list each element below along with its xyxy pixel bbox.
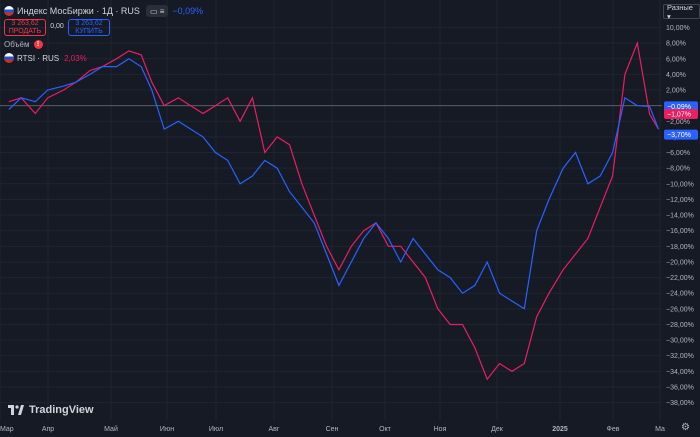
buy-label: КУПИТЬ [75, 28, 103, 35]
price-label-text: −0,09% [667, 104, 691, 111]
x-tick-label: Мар [0, 426, 14, 433]
y-tick-label: 10,00% [666, 25, 690, 32]
volume-label: Объём [4, 40, 30, 49]
y-tick-label: −34,00% [666, 369, 694, 376]
compare-legend[interactable]: RTSI · RUS 2,03% [4, 53, 87, 63]
y-tick-label: 6,00% [666, 56, 686, 63]
gear-icon[interactable]: ⚙ [681, 422, 690, 433]
price-label-text: −3,70% [667, 132, 691, 139]
buy-price: 3 263,62 [75, 20, 103, 27]
sell-button[interactable]: 3 263,62 ПРОДАТЬ [4, 19, 46, 36]
x-tick-label: 2025 [552, 426, 568, 433]
y-tick-label: −10,00% [666, 181, 694, 188]
y-tick-label: −36,00% [666, 384, 694, 391]
y-tick-label: −22,00% [666, 275, 694, 282]
price-label: −0,09% [664, 101, 698, 112]
price-label-bg [664, 129, 698, 140]
x-tick-label: Июл [209, 426, 223, 433]
x-tick-label: Май [104, 425, 118, 433]
x-axis[interactable]: Мар Апр Май Июн Июл Авг Сен Окт Ноя Дек 2025 Фев Ма [0, 425, 665, 433]
y-tick-label: −38,00% [666, 400, 694, 407]
y-tick-label: −24,00% [666, 291, 694, 298]
volume-indicator[interactable]: Объём ! [4, 40, 43, 49]
series-line-rtsi [8, 40, 660, 381]
x-tick-label: Июн [160, 426, 174, 433]
x-tick-label: Фев [607, 426, 620, 433]
x-tick-label: Дек [491, 426, 504, 433]
chart-options-button[interactable]: ▭ ≡ [145, 5, 169, 17]
y-tick-label: −32,00% [666, 353, 694, 360]
price-label: −3,70% [664, 129, 698, 140]
price-label: −1,07% [664, 109, 698, 120]
brand-name: TradingView [29, 404, 94, 416]
x-tick-label: Ноя [434, 426, 447, 433]
y-tick-label: −18,00% [666, 244, 694, 251]
spread-value: 0,00 [50, 23, 64, 30]
price-label-text: −1,07% [667, 112, 691, 119]
y-tick-label: 4,00% [666, 72, 686, 79]
y-tick-label: −26,00% [666, 306, 694, 313]
sell-price: 3 263,62 [11, 20, 39, 27]
y-tick-label: −30,00% [666, 338, 694, 345]
scale-mode-dropdown[interactable]: Разные ▾ [663, 3, 700, 21]
series-line-imoex [8, 58, 660, 310]
symbol-change: −0,09% [172, 6, 204, 16]
price-label-bg [664, 109, 698, 120]
y-tick-label: 8,00% [666, 41, 686, 48]
y-tick-label: −8,00% [666, 166, 690, 173]
y-tick-label: −16,00% [666, 228, 694, 235]
tradingview-logo: TradingView [8, 404, 94, 416]
compare-symbol: RTSI · RUS [17, 53, 60, 63]
y-tick-label: −12,00% [666, 197, 694, 204]
x-tick-label: Апр [42, 426, 54, 433]
russia-flag-icon [4, 53, 14, 63]
x-tick-label: Сен [326, 426, 339, 433]
sell-label: ПРОДАТЬ [8, 28, 42, 35]
y-axis[interactable]: 10,00%8,00%6,00%4,00%2,00%0,00%−2,00%−4,… [666, 25, 694, 407]
price-label-bg [664, 101, 698, 112]
warning-icon[interactable]: ! [33, 40, 43, 49]
y-tick-label: −6,00% [666, 150, 690, 157]
compare-change: 2,03% [64, 53, 87, 63]
price-labels: −0,09%−1,07% −3,70% [664, 101, 698, 140]
y-tick-label: −20,00% [666, 259, 694, 266]
symbol-title[interactable]: Индекс МосБиржи · 1Д · RUS [17, 6, 140, 16]
symbol-header[interactable]: Индекс МосБиржи · 1Д · RUS ▭ ≡ −0,09% [4, 3, 203, 19]
y-tick-label: 2,00% [666, 88, 686, 95]
x-tick-label: Авг [269, 426, 280, 433]
y-tick-label: −14,00% [666, 213, 694, 220]
buy-button[interactable]: 3 263,62 КУПИТЬ [68, 19, 110, 36]
x-tick-label: Ма [655, 426, 665, 433]
y-tick-label: −28,00% [666, 322, 694, 329]
x-tick-label: Окт [379, 426, 392, 433]
russia-flag-icon [4, 6, 14, 16]
grid-lines [0, 0, 662, 420]
y-tick-label: −2,00% [666, 119, 690, 126]
tradingview-logo-icon [8, 405, 24, 415]
